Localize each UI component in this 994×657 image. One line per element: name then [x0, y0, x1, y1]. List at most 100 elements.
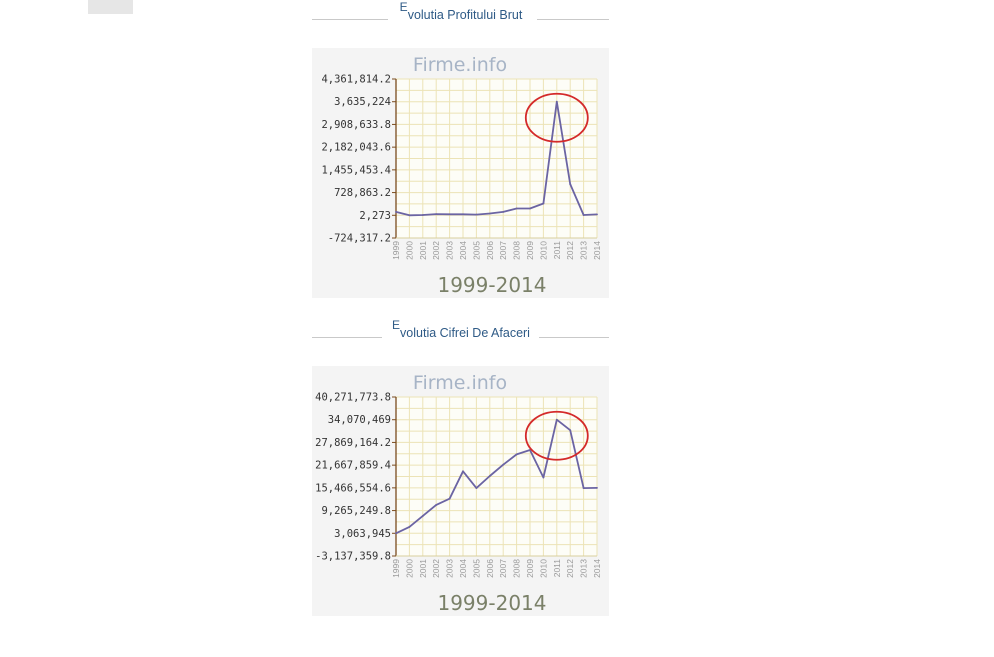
data-point	[515, 207, 518, 210]
data-point	[462, 213, 464, 216]
x-tick-label: 2010	[538, 559, 548, 578]
data-point	[488, 212, 491, 215]
x-tick-label: 2013	[579, 241, 589, 260]
title-rest: volutia Profitului Brut	[407, 8, 523, 22]
section-title: Evolutia Cifrei De Afaceri	[312, 318, 610, 340]
data-point	[502, 211, 505, 213]
range-label: 1999-2014	[437, 591, 546, 615]
data-point	[569, 429, 572, 432]
turnover-section: Evolutia Cifrei De Afaceri 40,271,773.8 3…	[312, 318, 610, 616]
x-tick-label: 2008	[512, 559, 522, 578]
x-tick-label: 2005	[471, 559, 481, 578]
divider-left	[312, 337, 382, 338]
x-tick-label: 2003	[445, 241, 455, 260]
data-point	[421, 515, 424, 517]
x-tick-label: 2004	[458, 559, 468, 578]
data-point	[435, 213, 438, 216]
turnover-chart: 40,271,773.8 34,070,469 27,869,164.2 21,667…	[315, 372, 602, 615]
data-point	[448, 497, 451, 500]
x-tick-label: 2012	[565, 559, 575, 578]
x-tick-label: 2000	[404, 559, 414, 578]
x-tick-label: 1999	[391, 241, 401, 260]
x-tick-label: 1999	[391, 559, 401, 578]
data-point	[582, 214, 585, 216]
data-point	[408, 214, 411, 217]
y-tick-label: 21,667,859.4	[315, 460, 391, 472]
chart-card: 40,271,773.8 34,070,469 27,869,164.2 21,667…	[312, 366, 609, 616]
x-tick-label: 2002	[431, 241, 441, 260]
data-point	[596, 213, 598, 216]
x-tick-label: 2006	[485, 559, 495, 578]
y-tick-label: 27,869,164.2	[315, 437, 391, 449]
x-tick-label: 2009	[525, 241, 535, 260]
data-point	[462, 470, 464, 473]
data-point	[555, 100, 558, 103]
title-initial: E	[392, 318, 401, 332]
section-header: Evolutia Profitului Brut	[312, 0, 610, 32]
data-point	[395, 532, 397, 535]
section-header: Evolutia Cifrei De Afaceri	[312, 318, 610, 350]
data-point	[488, 475, 491, 477]
y-tick-label: -724,317.2	[328, 233, 391, 245]
profit-section: Evolutia Profitului Brut 4,361,814.2 3,63…	[312, 0, 610, 298]
data-point	[542, 202, 545, 205]
data-point	[529, 207, 531, 210]
annotation-circle	[524, 92, 589, 143]
x-tick-label: 2010	[538, 241, 548, 260]
x-tick-label: 2009	[525, 559, 535, 578]
divider-left	[312, 19, 388, 20]
x-tick-label: 2002	[431, 559, 441, 578]
y-tick-label: 728,863.2	[334, 187, 391, 199]
data-point	[515, 453, 518, 456]
x-tick-label: 2006	[485, 241, 495, 260]
cropped-element	[88, 0, 133, 14]
data-point	[421, 214, 424, 216]
data-point	[475, 213, 478, 216]
x-tick-label: 2007	[498, 559, 508, 578]
y-tick-label: 2,182,043.6	[321, 142, 391, 154]
title-rest: volutia Cifrei De Afaceri	[400, 326, 530, 340]
x-tick-label: 2014	[592, 559, 602, 578]
data-point	[435, 504, 438, 506]
x-tick-label: 2003	[445, 559, 455, 578]
watermark: Firme.info	[413, 54, 507, 76]
x-tick-label: 2012	[565, 241, 575, 260]
y-tick-label: 40,271,773.8	[315, 392, 391, 404]
y-tick-label: 34,070,469	[328, 414, 391, 426]
y-tick-label: 4,361,814.2	[321, 74, 391, 86]
data-point	[448, 213, 451, 216]
x-tick-label: 2004	[458, 241, 468, 260]
y-tick-label: 2,273	[359, 210, 391, 222]
data-point	[502, 463, 505, 466]
x-tick-label: 2008	[512, 241, 522, 260]
data-point	[408, 526, 411, 528]
title-initial: E	[399, 0, 408, 14]
data-point	[395, 211, 397, 213]
y-tick-label: -3,137,359.8	[315, 551, 391, 563]
range-label: 1999-2014	[437, 273, 546, 297]
data-point	[542, 476, 545, 479]
x-tick-label: 2001	[418, 559, 428, 578]
x-tick-label: 2000	[404, 241, 414, 260]
y-tick-label: 2,908,633.8	[321, 119, 391, 131]
profit-chart: 4,361,814.2 3,635,224 2,908,633.8 2,182,043…	[321, 54, 602, 297]
chart-card: 4,361,814.2 3,635,224 2,908,633.8 2,182,043…	[312, 48, 609, 298]
x-tick-label: 2011	[552, 559, 562, 578]
x-tick-label: 2001	[418, 241, 428, 260]
data-point	[555, 418, 558, 421]
x-tick-label: 2007	[498, 241, 508, 260]
watermark: Firme.info	[413, 372, 507, 394]
x-tick-label: 2014	[592, 241, 602, 260]
y-tick-label: 9,265,249.8	[321, 505, 391, 517]
series-line	[395, 100, 598, 217]
data-point	[596, 486, 598, 489]
y-tick-label: 3,063,945	[334, 528, 391, 540]
data-point	[569, 183, 572, 185]
divider-right	[537, 19, 609, 20]
x-tick-label: 2011	[552, 241, 562, 260]
annotation-circle	[524, 410, 589, 461]
y-tick-label: 1,455,453.4	[321, 164, 391, 176]
y-tick-label: 3,635,224	[334, 96, 391, 108]
series-line	[395, 418, 598, 535]
divider-right	[539, 337, 609, 338]
